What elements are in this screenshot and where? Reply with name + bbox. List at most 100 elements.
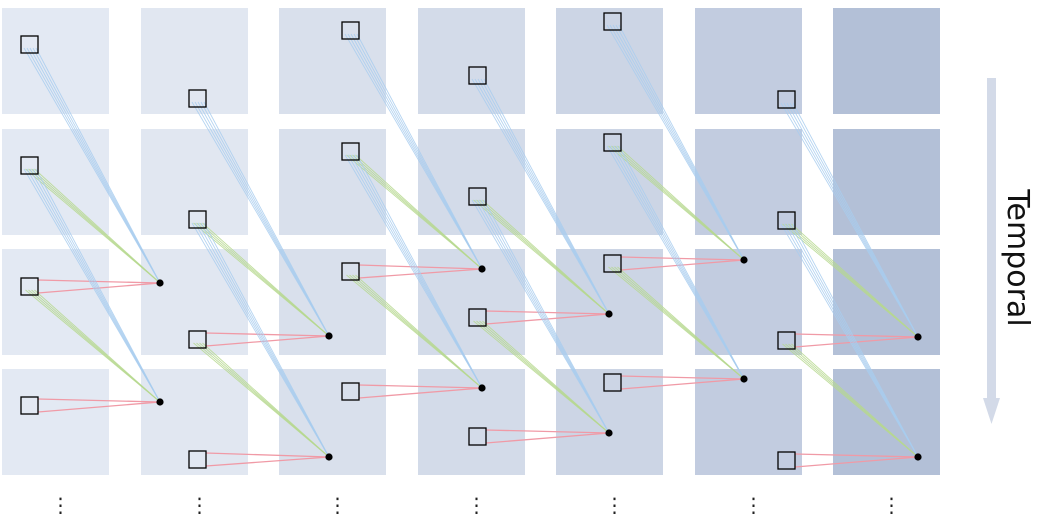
frame-cell xyxy=(418,8,525,114)
region-marker xyxy=(341,382,360,401)
spatial-link xyxy=(791,343,919,458)
continuation-dots: ⋮ xyxy=(605,493,625,517)
continuation-dots: ⋮ ⋮ ⋮ ⋮ ⋮ ⋮ ⋮ xyxy=(51,493,902,517)
temporal-link xyxy=(618,145,745,380)
query-point xyxy=(325,453,333,461)
spatial-link xyxy=(34,168,161,284)
spatial-link xyxy=(617,266,745,380)
temporal-link xyxy=(203,101,330,337)
local-link xyxy=(358,264,483,270)
query-point xyxy=(478,265,486,273)
region-markers xyxy=(20,12,796,470)
region-marker xyxy=(341,262,360,281)
query-point xyxy=(156,279,164,287)
local-link xyxy=(37,279,161,284)
frame-cell xyxy=(556,129,663,235)
query-point xyxy=(156,398,164,406)
frame-cell xyxy=(556,8,663,114)
spatial-link xyxy=(202,342,330,458)
spatial-link xyxy=(482,320,610,434)
local-link xyxy=(358,384,483,389)
temporal-link xyxy=(792,223,919,458)
frame-cell xyxy=(279,8,386,114)
continuation-dots: ⋮ xyxy=(744,493,764,517)
continuation-dots: ⋮ xyxy=(328,493,348,517)
region-marker xyxy=(468,187,487,206)
query-points xyxy=(156,256,922,461)
temporal-arrow-shaft xyxy=(987,78,996,400)
attention-links xyxy=(23,24,919,468)
region-marker xyxy=(603,133,622,152)
temporal-link xyxy=(792,102,919,338)
temporal-link xyxy=(35,168,161,403)
continuation-dots: ⋮ xyxy=(190,493,210,517)
temporal-link xyxy=(203,222,330,458)
frame-cell xyxy=(695,129,802,235)
region-marker xyxy=(777,331,796,350)
query-point xyxy=(914,333,922,341)
region-marker xyxy=(188,450,207,469)
continuation-dots: ⋮ xyxy=(467,493,487,517)
region-marker xyxy=(777,90,796,109)
local-link xyxy=(205,332,330,337)
region-marker xyxy=(188,330,207,349)
local-link xyxy=(485,310,610,315)
local-link xyxy=(358,387,483,399)
continuation-dots: ⋮ xyxy=(51,493,71,517)
temporal-link xyxy=(35,47,161,284)
temporal-link xyxy=(483,199,610,434)
frame-cell xyxy=(2,8,109,114)
temporal-arrow-head xyxy=(983,398,1000,424)
temporal-axis-label: Temporal xyxy=(1000,188,1035,326)
frame-cell xyxy=(695,369,802,475)
region-marker xyxy=(777,451,796,470)
local-link xyxy=(620,378,745,390)
local-link xyxy=(620,375,745,380)
local-link xyxy=(794,333,919,338)
query-point xyxy=(605,429,613,437)
region-marker xyxy=(20,156,39,175)
frame-cell xyxy=(279,129,386,235)
frame-cell xyxy=(833,8,940,114)
frame-cell xyxy=(695,8,802,114)
region-marker xyxy=(20,396,39,415)
spatial-link xyxy=(355,154,483,270)
frame-cell xyxy=(556,249,663,355)
local-link xyxy=(37,401,161,413)
region-marker xyxy=(603,254,622,273)
temporal-link xyxy=(483,78,610,315)
frame-cell xyxy=(695,249,802,355)
frame-cell xyxy=(418,129,525,235)
frame-cell xyxy=(279,249,386,355)
query-point xyxy=(325,332,333,340)
query-point xyxy=(478,384,486,392)
frame-cells xyxy=(2,8,940,475)
temporal-link xyxy=(356,154,483,389)
query-point xyxy=(914,453,922,461)
spatial-link xyxy=(791,223,919,338)
temporal-axis: Temporal xyxy=(983,78,1035,424)
local-link xyxy=(485,429,610,434)
frame-cell xyxy=(833,369,940,475)
frame-cell xyxy=(2,249,109,355)
local-link xyxy=(37,398,161,403)
region-marker xyxy=(341,21,360,40)
region-marker xyxy=(468,66,487,85)
frame-cell xyxy=(141,129,248,235)
frame-cell xyxy=(2,369,109,475)
region-marker xyxy=(188,89,207,108)
spatial-link xyxy=(355,274,483,389)
spatial-link xyxy=(482,199,610,315)
frame-cell xyxy=(556,369,663,475)
frame-cell xyxy=(2,129,109,235)
local-link xyxy=(485,432,610,444)
region-marker xyxy=(468,308,487,327)
frame-cell xyxy=(141,8,248,114)
query-point xyxy=(740,256,748,264)
continuation-dots: ⋮ xyxy=(882,493,902,517)
query-point xyxy=(605,310,613,318)
region-marker xyxy=(188,210,207,229)
spatial-link xyxy=(617,145,745,261)
local-link xyxy=(620,256,745,261)
